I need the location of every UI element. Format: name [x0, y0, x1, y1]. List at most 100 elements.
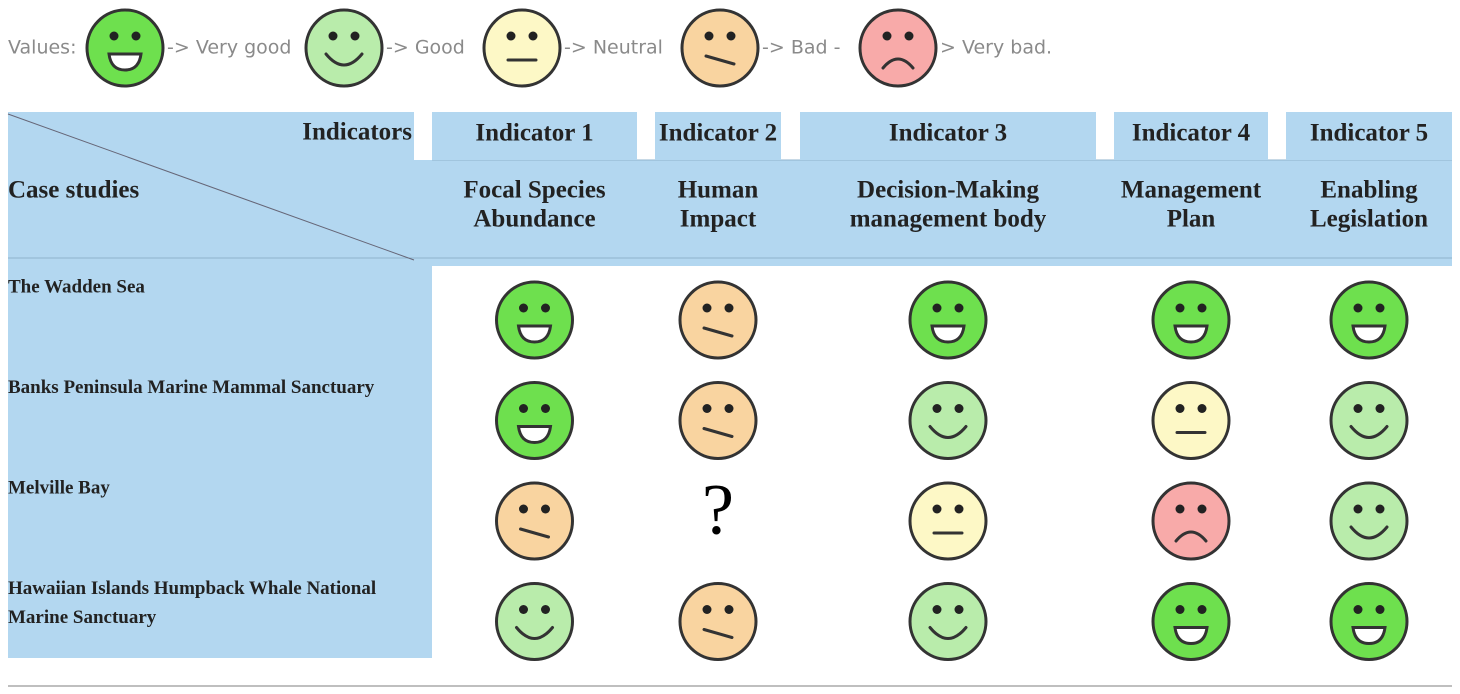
mouth — [1173, 324, 1209, 344]
eye — [954, 504, 964, 514]
mouth — [928, 425, 968, 439]
eye — [1375, 303, 1385, 313]
face — [908, 481, 988, 561]
eye — [541, 404, 550, 413]
eye — [1175, 303, 1185, 313]
corner-top: Indicators — [302, 119, 412, 146]
face-circle — [908, 481, 988, 561]
mouth — [519, 527, 550, 539]
eye — [1375, 404, 1385, 413]
face — [1329, 582, 1409, 661]
eye — [882, 31, 892, 41]
eye — [702, 303, 712, 313]
eye — [350, 31, 360, 41]
indicator: Indicator 4 — [1132, 120, 1251, 147]
row-name: Hawaiian Islands Humpback Whale National — [8, 578, 376, 599]
column-name: Human — [678, 177, 759, 204]
header-strip — [8, 258, 1452, 266]
face-circle — [680, 8, 760, 88]
face-circle — [1329, 280, 1409, 360]
eye — [1197, 504, 1207, 514]
indicator-bg — [1286, 112, 1452, 160]
face — [858, 8, 938, 88]
eye — [1375, 605, 1385, 614]
eye — [1175, 504, 1185, 514]
mouth — [1351, 324, 1387, 344]
row-name: Melville Bay — [8, 477, 110, 498]
mouth — [1174, 530, 1208, 543]
mouth — [702, 427, 734, 438]
face — [1151, 582, 1231, 661]
face-circle — [1329, 381, 1409, 460]
column-name: management body — [850, 206, 1047, 233]
eye — [932, 303, 942, 313]
eye — [724, 303, 734, 313]
header-bg — [8, 160, 1452, 258]
legend-title: Values: — [8, 37, 76, 59]
indicator-bg — [800, 112, 1096, 160]
face-circle — [678, 381, 758, 460]
face-circle — [1329, 481, 1409, 561]
mouth — [324, 52, 364, 67]
face-circle — [85, 8, 165, 88]
face — [678, 381, 758, 460]
eye — [1353, 504, 1363, 514]
face-circle — [304, 8, 384, 88]
eye — [1353, 404, 1363, 413]
mouth — [702, 628, 734, 639]
mouth — [515, 626, 554, 640]
eye — [109, 31, 119, 41]
row-label-bg — [8, 266, 432, 658]
mouth — [1349, 525, 1389, 540]
column-name: Management — [1121, 177, 1262, 204]
eye — [519, 504, 528, 514]
eye — [1353, 605, 1363, 614]
eye — [932, 605, 942, 614]
eye — [541, 504, 550, 514]
eye — [954, 404, 964, 413]
eye — [702, 605, 712, 614]
indicator: Indicator 1 — [475, 120, 593, 147]
face-circle — [1151, 381, 1231, 460]
indicator: Indicator 3 — [889, 120, 1007, 147]
face-circle — [495, 381, 574, 460]
indicator-bg — [432, 112, 637, 160]
eye — [954, 303, 964, 313]
face-circle — [482, 8, 562, 88]
face — [1151, 280, 1231, 360]
mouth — [1173, 626, 1209, 646]
legend-label: > Very bad. — [940, 37, 1052, 59]
eye — [528, 31, 538, 41]
face — [908, 280, 988, 360]
face — [908, 582, 988, 661]
eye — [541, 303, 550, 313]
eye — [702, 404, 712, 413]
face — [482, 8, 562, 88]
face-circle — [678, 280, 758, 360]
eye — [1197, 605, 1207, 614]
eye — [1175, 605, 1185, 614]
column-name: Impact — [680, 206, 757, 233]
face — [1329, 381, 1409, 460]
face — [678, 280, 758, 360]
indicator-bg — [1114, 112, 1268, 160]
face — [1151, 481, 1231, 561]
mouth — [516, 324, 553, 344]
face — [680, 8, 760, 88]
column-name: Plan — [1167, 206, 1216, 233]
face-circle — [1151, 481, 1231, 561]
face-circle — [495, 280, 574, 360]
face — [495, 381, 574, 460]
mouth — [928, 626, 968, 640]
eye — [1175, 404, 1185, 413]
indicator-bg — [655, 112, 781, 160]
eye — [328, 31, 338, 41]
face — [495, 481, 574, 561]
eye — [519, 303, 528, 313]
column-name: Legislation — [1310, 206, 1428, 233]
eye — [932, 504, 942, 514]
row-name: Banks Peninsula Marine Mammal Sanctuary — [8, 377, 375, 398]
face-circle — [1151, 582, 1231, 661]
eye — [1353, 303, 1363, 313]
eye — [726, 31, 736, 41]
